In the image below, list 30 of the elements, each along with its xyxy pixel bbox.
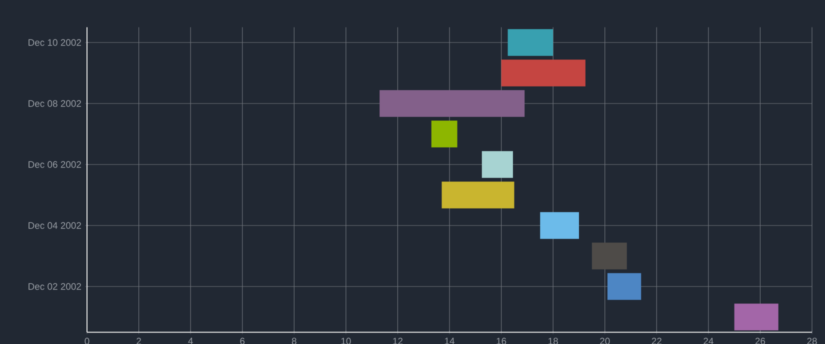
- x-tick-label: 28: [807, 338, 817, 344]
- bar: [592, 242, 627, 270]
- y-tick-label: Dec 02 2002: [28, 283, 81, 290]
- x-tick-label: 26: [755, 338, 766, 344]
- x-tick-label: 12: [393, 338, 403, 344]
- bar: [482, 151, 513, 178]
- x-tick-label: 20: [600, 338, 610, 344]
- y-tick-label: Dec 06 2002: [28, 161, 81, 168]
- x-tick-label: 8: [292, 338, 296, 344]
- x-tick-label: 24: [704, 338, 714, 344]
- bar: [501, 60, 586, 86]
- bar: [380, 90, 525, 117]
- x-tick-label: 18: [548, 338, 558, 344]
- x-tick-label: 6: [240, 338, 245, 344]
- y-tick-label: Dec 10 2002: [28, 39, 81, 46]
- x-tick-label: 16: [496, 338, 506, 344]
- x-tick-label: 10: [341, 338, 351, 344]
- y-tick-label: Dec 08 2002: [28, 100, 81, 107]
- bar: [442, 182, 514, 208]
- x-tick-label: 2: [136, 338, 141, 344]
- x-tick-label: 4: [188, 338, 193, 344]
- bar: [540, 212, 579, 239]
- y-tick-label: Dec 04 2002: [28, 222, 81, 229]
- x-tick-label: 22: [652, 338, 662, 344]
- x-tick-label: 0: [84, 338, 90, 344]
- bar: [607, 273, 642, 300]
- bar: [734, 304, 778, 330]
- x-tick-label: 14: [444, 338, 454, 344]
- bar: [431, 120, 458, 148]
- bar: [508, 29, 554, 56]
